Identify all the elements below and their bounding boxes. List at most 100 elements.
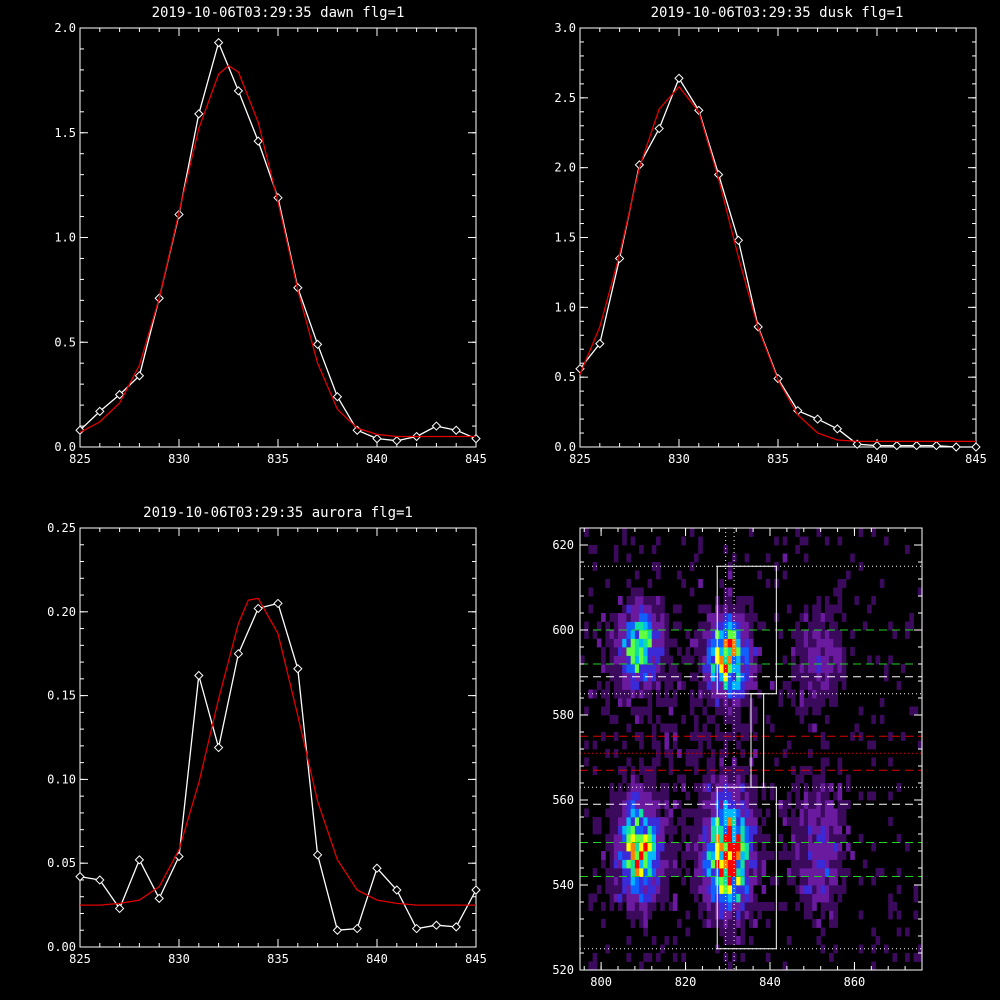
heatmap-cell xyxy=(770,876,775,886)
heatmap-cell xyxy=(660,613,665,622)
heatmap-cell xyxy=(719,825,724,835)
heatmap-cell xyxy=(748,851,754,860)
heatmap-cell xyxy=(761,842,767,852)
heatmap-cell xyxy=(803,536,809,546)
heatmap-cell xyxy=(892,902,898,911)
heatmap-cell xyxy=(609,876,615,886)
heatmap-cell xyxy=(651,757,657,767)
heatmap-cell xyxy=(694,630,699,639)
heatmap-cell xyxy=(622,868,627,877)
heatmap-cell xyxy=(639,672,644,682)
heatmap-cell xyxy=(736,851,741,860)
heatmap-cell xyxy=(660,876,665,886)
heatmap-cell xyxy=(706,613,712,622)
heatmap-cell xyxy=(698,885,703,894)
heatmap-cell xyxy=(753,647,758,656)
heatmap-cell xyxy=(651,604,657,614)
heatmap-cell xyxy=(647,885,653,894)
heatmap-cell xyxy=(727,893,733,903)
heatmap-cell xyxy=(723,885,729,894)
heatmap-cell xyxy=(647,689,653,699)
heatmap-cell xyxy=(656,859,661,869)
heatmap-cell xyxy=(867,740,872,750)
heatmap-cell xyxy=(672,723,678,733)
heatmap-cell xyxy=(833,902,838,911)
heatmap-cell xyxy=(584,528,589,537)
heatmap-cell xyxy=(660,859,665,869)
heatmap-cell xyxy=(744,723,750,733)
x-tick-label: 830 xyxy=(168,452,190,466)
heatmap-cell xyxy=(888,655,893,665)
heatmap-cell xyxy=(677,647,682,656)
heatmap-cell xyxy=(808,817,813,826)
heatmap-cell xyxy=(618,859,623,869)
heatmap-cell xyxy=(833,910,838,920)
heatmap-cell xyxy=(727,868,733,877)
heatmap-cell xyxy=(647,647,653,656)
heatmap-cell xyxy=(715,774,720,784)
heatmap-cell xyxy=(748,902,754,911)
heatmap-cell xyxy=(592,630,598,639)
heatmap-cell xyxy=(820,638,826,648)
heatmap-cell xyxy=(651,655,657,665)
heatmap-cell xyxy=(820,732,826,741)
heatmap-cell xyxy=(626,834,632,843)
heatmap-cell xyxy=(689,638,695,648)
heatmap-cell xyxy=(753,834,758,843)
heatmap-cell xyxy=(706,919,712,928)
heatmap-cell xyxy=(681,953,686,962)
heatmap-cell xyxy=(820,613,826,622)
heatmap-cell xyxy=(651,545,657,554)
heatmap-cell xyxy=(689,706,695,716)
heatmap-cell xyxy=(799,834,805,843)
dusk-series xyxy=(575,73,981,452)
data-point xyxy=(332,392,343,402)
heatmap-cell xyxy=(727,817,733,826)
heatmap-cell xyxy=(710,834,716,843)
heatmap-cell xyxy=(795,842,800,852)
heatmap-cell xyxy=(613,672,619,682)
heatmap-cell xyxy=(905,842,910,852)
heatmap-cell xyxy=(905,621,910,631)
heatmap-cell xyxy=(829,868,834,877)
data-point xyxy=(451,425,461,435)
heatmap-cell xyxy=(732,953,737,962)
heatmap-cell xyxy=(660,723,665,733)
heatmap-cell xyxy=(727,791,733,801)
heatmap-cell xyxy=(694,842,699,852)
heatmap-cell xyxy=(609,783,615,792)
heatmap-cell xyxy=(740,621,746,631)
dusk-title: 2019-10-06T03:29:35 dusk flg=1 xyxy=(651,5,904,21)
heatmap-cell xyxy=(803,834,809,843)
heatmap-cell xyxy=(710,621,716,631)
heatmap-cell xyxy=(618,681,623,690)
heatmap-cell xyxy=(803,893,809,903)
heatmap-cell xyxy=(748,647,754,656)
heatmap-cell xyxy=(837,655,843,665)
heatmap-cell xyxy=(634,613,640,622)
heatmap-cell xyxy=(639,732,644,741)
heatmap-cell xyxy=(664,749,670,758)
heatmap-cell xyxy=(651,808,657,818)
heatmap-cell xyxy=(782,842,788,852)
heatmap-cell xyxy=(778,834,784,843)
heatmap-cell xyxy=(748,791,754,801)
heatmap-cell xyxy=(647,706,653,716)
heatmap-cell xyxy=(698,825,703,835)
heatmap-cell xyxy=(592,868,598,877)
heatmap-cell xyxy=(812,834,817,843)
heatmap-cell xyxy=(719,681,724,690)
heatmap-cell xyxy=(799,681,805,690)
heatmap-cell xyxy=(698,681,703,690)
heatmap-cell xyxy=(829,859,834,869)
heatmap-cell xyxy=(656,740,661,750)
heatmap-cell xyxy=(622,698,627,707)
heatmap-cell xyxy=(664,630,670,639)
heatmap-cell xyxy=(829,664,834,673)
heatmap-cell xyxy=(808,876,813,886)
heatmap-cell xyxy=(681,808,686,818)
heatmap-cell xyxy=(808,723,813,733)
heatmap-cell xyxy=(727,859,733,869)
heatmap-cell xyxy=(660,698,665,707)
aurora-title: 2019-10-06T03:29:35 aurora flg=1 xyxy=(143,505,413,521)
